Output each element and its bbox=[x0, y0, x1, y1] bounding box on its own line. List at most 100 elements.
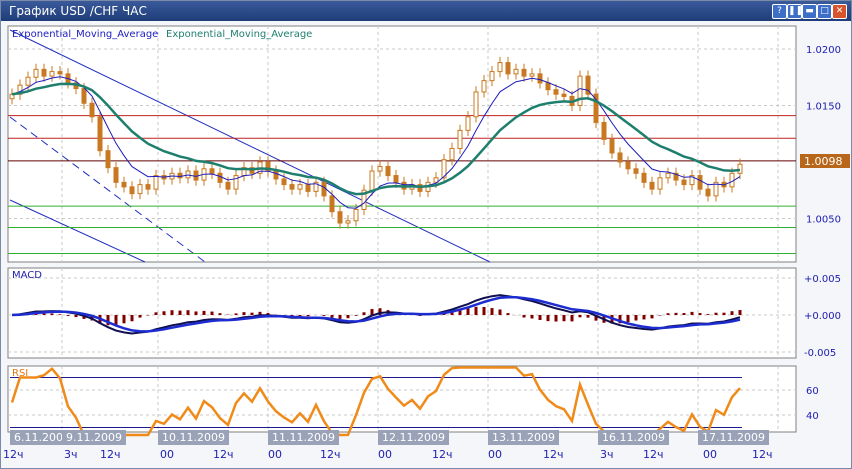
candle bbox=[681, 179, 687, 186]
candle bbox=[225, 181, 231, 190]
candle bbox=[593, 93, 599, 123]
candle bbox=[673, 172, 679, 181]
candle bbox=[385, 166, 391, 177]
hour-label: 3ч bbox=[600, 448, 614, 461]
pause-button[interactable]: ❚❚ bbox=[787, 4, 803, 19]
minimize-button[interactable]: ▬ bbox=[802, 4, 817, 19]
candle bbox=[545, 82, 551, 91]
candle bbox=[113, 167, 119, 183]
candle bbox=[505, 62, 511, 75]
help-button[interactable]: ? bbox=[772, 4, 787, 19]
close-button[interactable]: ✕ bbox=[832, 4, 847, 19]
candle bbox=[273, 170, 279, 180]
candle bbox=[321, 181, 327, 197]
hour-label: 00 bbox=[488, 448, 502, 461]
candle bbox=[369, 170, 375, 191]
candle bbox=[57, 71, 63, 75]
candle bbox=[377, 166, 383, 172]
candle bbox=[497, 62, 503, 73]
candle bbox=[361, 189, 367, 210]
hour-label: 12ч bbox=[3, 448, 24, 461]
macd-tick-label: +0.000 bbox=[804, 311, 841, 322]
candle bbox=[153, 175, 159, 190]
candle bbox=[697, 175, 703, 190]
candle bbox=[137, 184, 143, 195]
rsi-panel bbox=[7, 365, 797, 433]
candle bbox=[281, 178, 287, 186]
candle bbox=[513, 68, 519, 75]
candle bbox=[89, 102, 95, 118]
date-label: 9.11.2009 bbox=[62, 430, 126, 445]
candle bbox=[441, 159, 447, 179]
date-label: 11.11.2009 bbox=[268, 430, 339, 445]
candle bbox=[393, 175, 399, 183]
hour-label: 12ч bbox=[543, 448, 564, 461]
candle bbox=[217, 172, 223, 183]
macd-tick-label: -0.005 bbox=[804, 348, 836, 359]
maximize-button[interactable]: □ bbox=[817, 4, 832, 19]
macd-line bbox=[11, 294, 741, 335]
candle bbox=[41, 68, 47, 77]
candle bbox=[105, 150, 111, 169]
rsi-tick-label: 40 bbox=[806, 411, 819, 422]
candle bbox=[129, 186, 135, 195]
candle bbox=[529, 73, 535, 77]
trend-line[interactable] bbox=[9, 199, 146, 263]
candle bbox=[553, 89, 559, 95]
candle bbox=[729, 172, 735, 188]
macd-tick-label: +0.005 bbox=[804, 274, 841, 285]
price-tick-label: 1.0150 bbox=[806, 102, 841, 113]
candle bbox=[705, 188, 711, 197]
candle bbox=[665, 172, 671, 179]
candle bbox=[25, 76, 31, 86]
candle bbox=[521, 68, 527, 77]
hour-label: 12ч bbox=[432, 448, 453, 461]
candle bbox=[121, 181, 127, 188]
hour-label: 00 bbox=[703, 448, 717, 461]
hour-label: 12ч bbox=[100, 448, 121, 461]
candle bbox=[641, 172, 647, 183]
candle bbox=[713, 181, 719, 197]
candle bbox=[465, 116, 471, 131]
candle bbox=[577, 75, 583, 107]
ema-slow-line bbox=[11, 82, 741, 196]
candle bbox=[473, 91, 479, 118]
candle bbox=[353, 208, 359, 222]
candle bbox=[625, 161, 631, 170]
candle bbox=[289, 184, 295, 190]
candle bbox=[649, 181, 655, 190]
price-panel bbox=[7, 25, 797, 263]
price-tick-label: 1.0050 bbox=[806, 215, 841, 226]
date-label: 12.11.2009 bbox=[378, 430, 449, 445]
candle bbox=[537, 73, 543, 84]
candle bbox=[81, 88, 87, 104]
candle bbox=[457, 129, 463, 149]
candle bbox=[737, 163, 743, 174]
legend-ema-fast: Exponential_Moving_Average bbox=[12, 29, 158, 40]
candle bbox=[337, 211, 343, 224]
current-price-label: 1.0098 bbox=[804, 155, 843, 168]
candle bbox=[297, 184, 303, 190]
rsi-tick-label: 60 bbox=[806, 386, 819, 397]
candle bbox=[633, 168, 639, 174]
candle bbox=[481, 80, 487, 93]
candle bbox=[489, 71, 495, 82]
candle bbox=[313, 181, 319, 192]
trend-line-dashed[interactable] bbox=[9, 116, 206, 263]
candle bbox=[145, 184, 151, 190]
candle bbox=[33, 68, 39, 78]
date-label: 16.11.2009 bbox=[598, 430, 669, 445]
hour-label: 00 bbox=[268, 448, 282, 461]
current-price-badge bbox=[800, 154, 850, 168]
rsi-label: RSI bbox=[12, 368, 28, 379]
candle bbox=[209, 168, 215, 174]
trend-line[interactable] bbox=[9, 29, 491, 263]
candle bbox=[329, 195, 335, 213]
candle bbox=[177, 172, 183, 179]
date-label: 10.11.2009 bbox=[158, 430, 229, 445]
hour-label: 12ч bbox=[320, 448, 341, 461]
candle bbox=[233, 175, 239, 190]
hour-label: 3ч bbox=[64, 448, 78, 461]
macd-label: MACD bbox=[12, 270, 42, 281]
